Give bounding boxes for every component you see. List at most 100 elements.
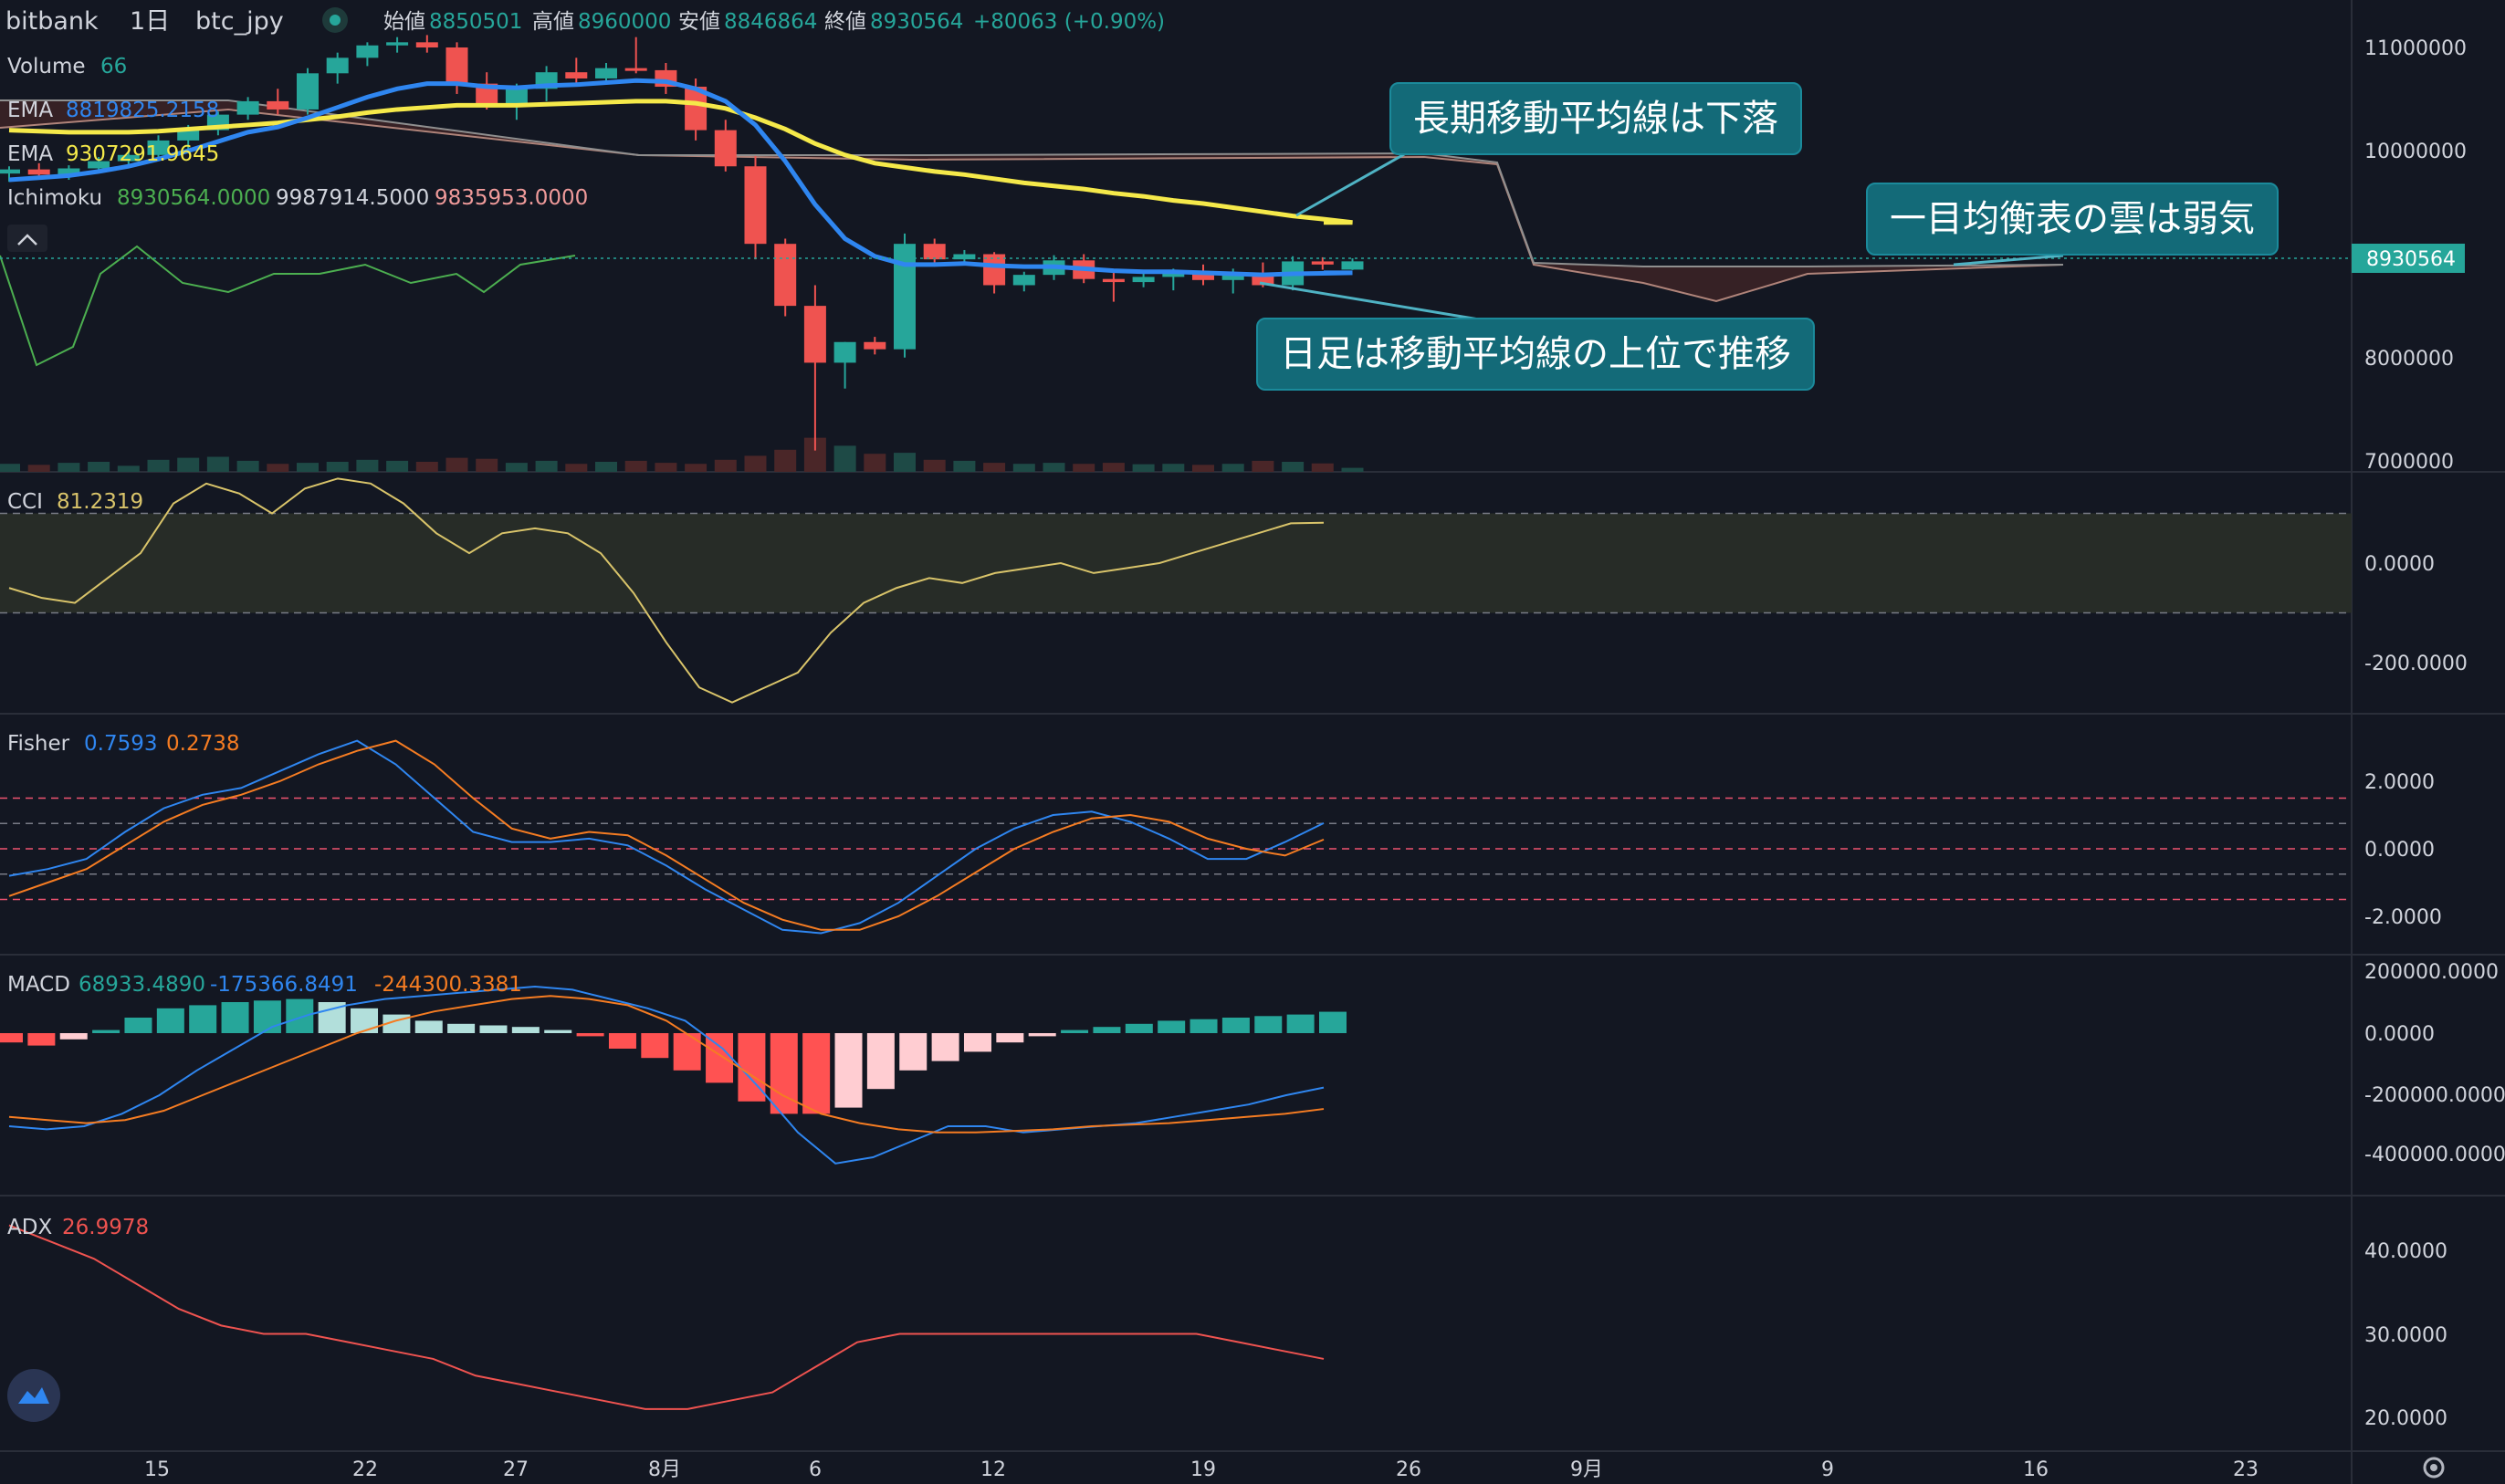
x-tick-label: 15: [144, 1458, 170, 1481]
candle-body: [177, 130, 200, 141]
tradingview-logo: [7, 1369, 60, 1422]
callout-cloud-pointer: [1953, 254, 2064, 266]
fisher-panel: [0, 739, 2352, 935]
volume-value: 66: [100, 55, 127, 78]
ema1-label: EMA: [7, 99, 53, 122]
macd-histogram-bar: [0, 1033, 23, 1043]
volume-bar: [267, 464, 289, 472]
volume-bar: [386, 460, 409, 472]
y-tick-label: 30.0000: [2364, 1324, 2447, 1347]
candle-body: [356, 45, 379, 58]
volume-bars: [0, 437, 1364, 472]
macd-histogram-bar: [608, 1033, 636, 1049]
fisher-value-2: 0.2738: [166, 732, 239, 756]
callout-long-ma: 長期移動平均線は下落: [1389, 82, 1802, 155]
volume-bar: [505, 463, 528, 472]
macd-histogram-bar: [253, 1000, 281, 1033]
x-tick-label: 6: [809, 1458, 822, 1481]
y-tick-label: 20.0000: [2364, 1407, 2447, 1430]
gear-icon[interactable]: [2423, 1457, 2445, 1479]
volume-bar: [88, 462, 110, 472]
candle-body: [27, 169, 50, 175]
macd-histogram-bar: [641, 1033, 669, 1059]
macd-histogram-bar: [1093, 1027, 1121, 1033]
y-tick-label: 0.0000: [2364, 553, 2435, 576]
ema1-value: 8819825.2158: [66, 99, 219, 122]
macd-histogram-bar: [963, 1033, 991, 1052]
candle-body: [923, 244, 946, 260]
ichimoku-value-2: 9987914.5000: [276, 186, 429, 210]
adx-label: ADX: [7, 1216, 52, 1239]
candle-body: [1162, 272, 1185, 277]
y-tick-label: 8000000: [2364, 348, 2454, 371]
indicator-legends: Volume 66 EMA 8819825.2158 EMA 9307291.9…: [7, 55, 588, 1239]
macd-histogram-bar: [1125, 1023, 1153, 1033]
volume-bar: [1132, 464, 1155, 472]
volume-bar: [1012, 464, 1035, 472]
symbol: btc_jpy: [195, 7, 284, 36]
open-label: 始値: [383, 10, 425, 34]
volume-label: Volume: [7, 55, 86, 78]
macd-value-2: -175366.8491: [210, 973, 358, 997]
y-tick-label: -200.0000: [2364, 653, 2468, 675]
high-label: 高値: [532, 10, 574, 34]
macd-panel: [0, 985, 1347, 1165]
y-tick-label: 10000000: [2364, 141, 2467, 163]
candle-body: [1012, 275, 1035, 286]
volume-bar: [1192, 465, 1214, 472]
candle-body: [983, 254, 1006, 286]
high-value: 8960000: [578, 10, 671, 34]
volume-bar: [297, 463, 319, 472]
y-tick-label: -2.0000: [2364, 906, 2442, 929]
macd-histogram-bar: [156, 1008, 184, 1033]
price-tag: 8930564: [2366, 248, 2456, 271]
close-value: 8930564: [870, 10, 963, 34]
low-label: 安値: [678, 10, 720, 34]
y-tick-label: -200000.0000: [2364, 1084, 2505, 1107]
macd-histogram-bar: [1190, 1019, 1218, 1033]
candle-body: [953, 254, 976, 260]
volume-bar: [685, 464, 707, 472]
x-tick-label: 8月: [648, 1458, 681, 1481]
volume-bar: [1102, 463, 1125, 472]
legend-collapse-button[interactable]: [7, 225, 47, 252]
candle-body: [445, 47, 468, 84]
macd-histogram-bar: [27, 1033, 56, 1046]
volume-bar: [0, 464, 20, 472]
candlesticks: [0, 35, 1364, 451]
macd-histogram-bar: [189, 1005, 217, 1033]
macd-histogram-bar: [286, 998, 314, 1033]
macd-histogram-bar: [414, 1020, 443, 1033]
volume-bar: [774, 449, 797, 472]
candle-body: [803, 306, 826, 363]
callout-daily-pointer: [1259, 281, 1507, 326]
macd-label: MACD: [7, 973, 70, 997]
volume-bar: [744, 455, 767, 472]
fisher-trigger-line: [8, 739, 1325, 931]
y-tick-label: 200000.0000: [2364, 961, 2499, 984]
x-tick-label: 27: [503, 1458, 529, 1481]
y-tick-label: 11000000: [2364, 37, 2467, 60]
macd-histogram-bar: [576, 1033, 604, 1037]
candle-body: [0, 169, 20, 174]
x-tick-label: 16: [2023, 1458, 2049, 1481]
candle-body: [833, 341, 856, 363]
adx-line: [8, 1224, 1325, 1410]
adx-panel: [8, 1224, 1325, 1410]
macd-histogram-bar: [1158, 1020, 1186, 1033]
y-axis-ticks: 11000000100000009000000800000070000000.0…: [2364, 37, 2505, 1430]
volume-bar: [58, 463, 80, 472]
ichimoku-label: Ichimoku: [7, 186, 102, 210]
candle-body: [565, 72, 588, 78]
candle-body: [505, 89, 528, 105]
candle-body: [714, 130, 737, 167]
macd-value-3: -244300.3381: [374, 973, 522, 997]
ichimoku-cloud: [0, 99, 2064, 303]
volume-bar: [147, 459, 170, 472]
volume-bar: [595, 462, 617, 472]
volume-bar: [1221, 464, 1244, 472]
volume-bar: [117, 465, 140, 472]
macd-histogram-bar: [1061, 1029, 1089, 1033]
x-tick-label: 19: [1190, 1458, 1216, 1481]
